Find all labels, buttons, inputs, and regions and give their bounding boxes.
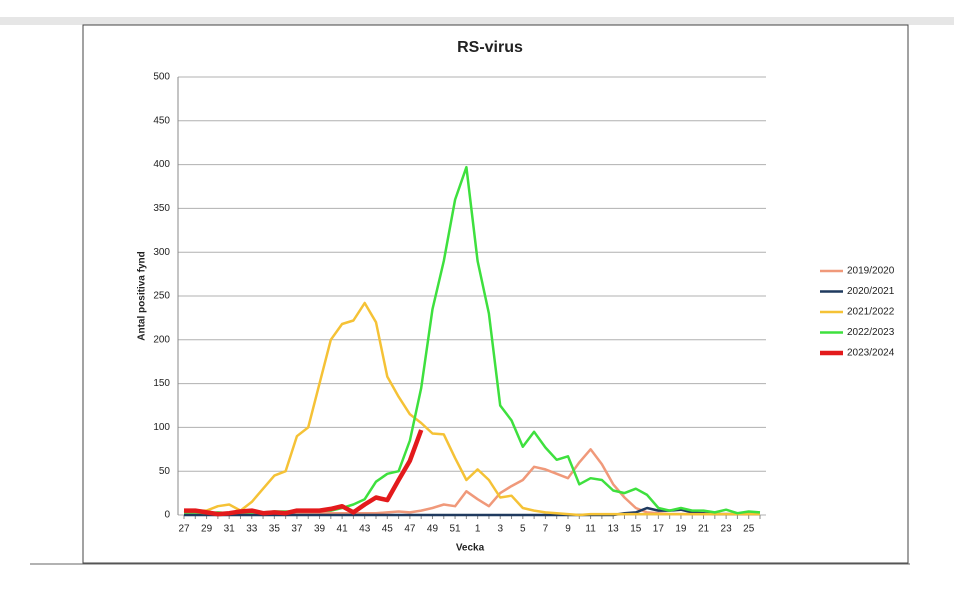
- x-tick-label: 29: [201, 524, 213, 535]
- x-tick-label: 47: [404, 524, 416, 535]
- y-tick-label: 150: [153, 378, 170, 389]
- legend-label: 2019/2020: [847, 266, 895, 277]
- chart-frame: [82, 24, 909, 564]
- chart-title: RS-virus: [457, 39, 523, 56]
- x-axis-label: Vecka: [456, 543, 485, 554]
- x-tick-label: 11: [585, 524, 596, 535]
- x-tick-label: 13: [608, 524, 620, 535]
- legend-label: 2021/2022: [847, 307, 895, 318]
- x-tick-label: 35: [269, 524, 281, 535]
- top-band: [0, 17, 954, 25]
- legend-label: 2022/2023: [847, 327, 895, 338]
- legend-label: 2023/2024: [847, 348, 895, 359]
- x-tick-label: 41: [337, 524, 349, 535]
- x-tick-label: 17: [653, 524, 665, 535]
- x-tick-label: 9: [565, 524, 571, 535]
- x-tick-label: 45: [382, 524, 394, 535]
- y-tick-label: 200: [153, 334, 170, 345]
- y-tick-label: 350: [153, 203, 170, 214]
- x-tick-label: 25: [743, 524, 755, 535]
- x-tick-label: 49: [427, 524, 439, 535]
- y-tick-label: 450: [153, 115, 170, 126]
- x-tick-label: 33: [246, 524, 258, 535]
- y-axis-label: Antal positiva fynd: [137, 251, 148, 340]
- x-tick-label: 31: [224, 524, 236, 535]
- y-tick-label: 50: [159, 466, 171, 477]
- x-tick-label: 43: [359, 524, 371, 535]
- x-tick-label: 27: [178, 524, 190, 535]
- x-tick-label: 37: [291, 524, 303, 535]
- x-tick-label: 51: [449, 524, 461, 535]
- x-tick-label: 39: [314, 524, 326, 535]
- y-tick-label: 100: [153, 422, 170, 433]
- y-tick-label: 0: [164, 510, 170, 521]
- x-tick-label: 1: [475, 524, 481, 535]
- x-tick-label: 3: [497, 524, 503, 535]
- y-tick-label: 500: [153, 72, 170, 83]
- x-tick-label: 15: [630, 524, 642, 535]
- x-tick-label: 23: [721, 524, 733, 535]
- series-line: [183, 301, 760, 517]
- series-line: [184, 429, 424, 517]
- x-tick-label: 5: [520, 524, 526, 535]
- x-tick-label: 19: [675, 524, 687, 535]
- x-tick-label: 21: [698, 524, 710, 535]
- x-tick-label: 7: [543, 524, 549, 535]
- y-tick-label: 400: [153, 159, 170, 170]
- y-tick-label: 250: [153, 291, 170, 302]
- y-tick-label: 300: [153, 247, 170, 258]
- legend-label: 2020/2021: [847, 286, 895, 297]
